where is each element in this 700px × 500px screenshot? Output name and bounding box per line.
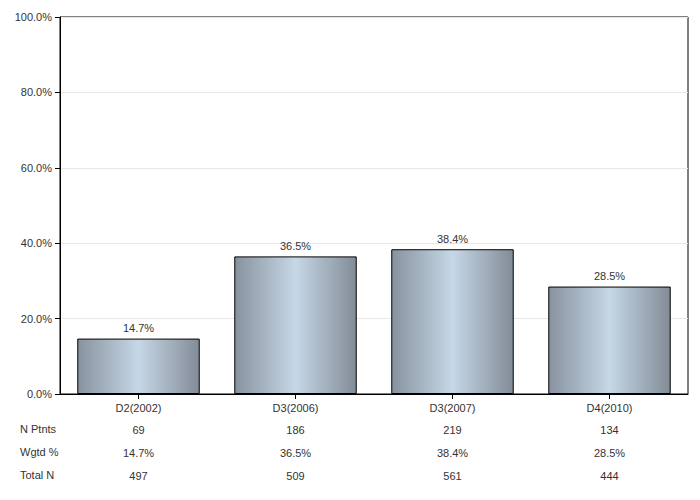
svg-text:28.5%: 28.5%: [594, 447, 625, 459]
svg-text:N Ptnts: N Ptnts: [20, 423, 57, 435]
svg-text:134: 134: [600, 424, 618, 436]
svg-text:14.7%: 14.7%: [123, 447, 154, 459]
svg-text:60.0%: 60.0%: [21, 162, 52, 174]
svg-text:14.7%: 14.7%: [123, 322, 154, 334]
svg-text:36.5%: 36.5%: [280, 447, 311, 459]
svg-text:36.5%: 36.5%: [280, 240, 311, 252]
svg-text:20.0%: 20.0%: [21, 313, 52, 325]
svg-text:69: 69: [132, 424, 144, 436]
svg-text:497: 497: [129, 470, 147, 482]
svg-text:D3(2007): D3(2007): [430, 402, 476, 414]
svg-text:D3(2006): D3(2006): [273, 402, 319, 414]
svg-text:D2(2002): D2(2002): [116, 402, 162, 414]
svg-text:Total N: Total N: [20, 469, 54, 481]
svg-text:100.0%: 100.0%: [15, 11, 53, 23]
svg-text:444: 444: [600, 470, 618, 482]
svg-text:38.4%: 38.4%: [437, 233, 468, 245]
svg-text:219: 219: [443, 424, 461, 436]
svg-text:38.4%: 38.4%: [437, 447, 468, 459]
svg-text:561: 561: [443, 470, 461, 482]
svg-text:Wgtd %: Wgtd %: [20, 446, 59, 458]
svg-text:186: 186: [286, 424, 304, 436]
svg-text:28.5%: 28.5%: [594, 270, 625, 282]
svg-text:40.0%: 40.0%: [21, 237, 52, 249]
svg-text:0.0%: 0.0%: [27, 388, 52, 400]
svg-text:509: 509: [286, 470, 304, 482]
svg-text:D4(2010): D4(2010): [587, 402, 633, 414]
svg-text:80.0%: 80.0%: [21, 86, 52, 98]
